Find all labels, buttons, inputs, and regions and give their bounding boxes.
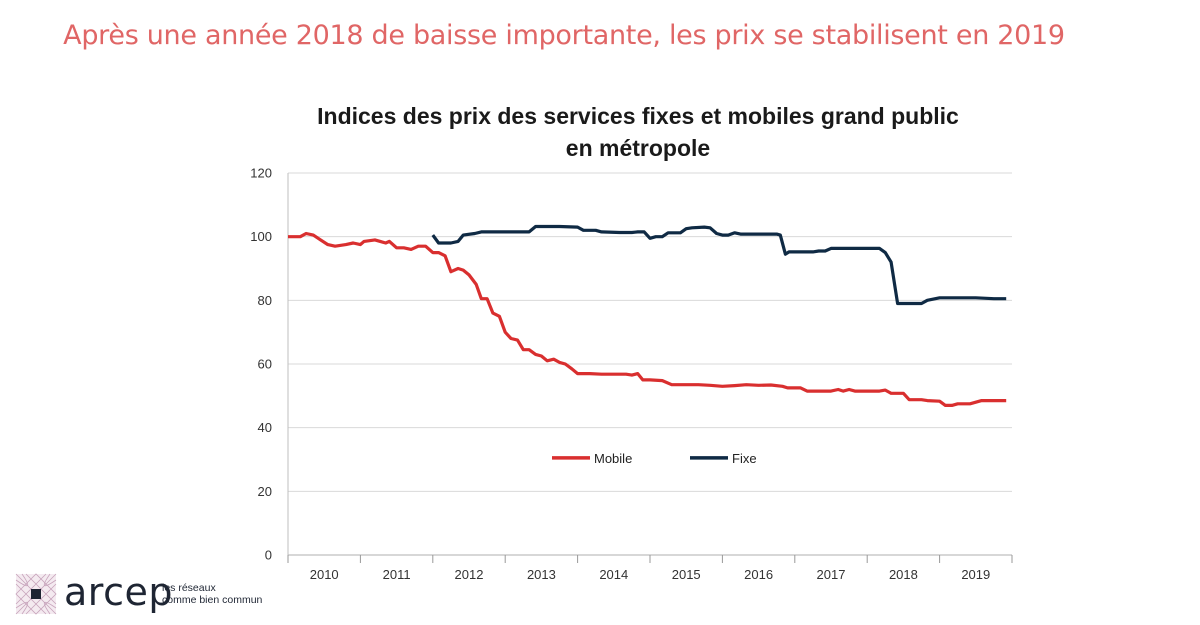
x-tick-label: 2015 (672, 567, 701, 582)
arcep-emblem-icon (15, 573, 57, 615)
x-tick-label: 2013 (527, 567, 556, 582)
logo-wordmark: arcep (64, 570, 173, 614)
logo-tagline: les réseaux comme bien commun (162, 582, 272, 606)
arcep-logo: arcep les réseaux comme bien commun (12, 570, 272, 620)
x-tick-label: 2018 (889, 567, 918, 582)
logo-tagline-line1: les réseaux (162, 582, 216, 594)
series-line-fixe (431, 224, 1007, 306)
chart-title-line2: en métropole (565, 135, 711, 161)
x-tick-label: 2016 (744, 567, 773, 582)
axis-layer: 0 20 40 60 80 100 120 2010 2011 2012 2013 2014 2015 2… (250, 166, 1013, 582)
x-tick-label: 2011 (383, 567, 411, 582)
x-tick-label: 2012 (455, 567, 484, 582)
chart-title: Indices des prix des services fixes et m… (298, 100, 978, 164)
y-tick-label: 120 (250, 166, 272, 181)
series-line-mobile (288, 231, 1007, 407)
x-tick-label: 2017 (817, 567, 846, 582)
y-tick-label: 20 (258, 484, 272, 499)
y-tick-label: 0 (265, 548, 272, 563)
chart-title-line1: Indices des prix des services fixes et m… (317, 103, 959, 129)
x-tick-label: 2010 (310, 567, 339, 582)
grid-layer (288, 172, 1012, 492)
logo-tagline-line2: comme bien commun (162, 594, 263, 606)
y-tick-label: 100 (250, 229, 272, 244)
y-tick-label: 60 (258, 357, 272, 372)
series-layer (288, 224, 1007, 407)
x-tick-label: 2014 (599, 567, 628, 582)
y-tick-label: 40 (258, 420, 272, 435)
y-tick-label: 80 (258, 293, 272, 308)
legend: Mobile Fixe (552, 451, 757, 466)
headline: Après une année 2018 de baisse important… (63, 20, 1065, 51)
legend-label-mobile: Mobile (594, 451, 632, 466)
x-tick-label: 2019 (961, 567, 990, 582)
legend-label-fixe: Fixe (732, 451, 757, 466)
